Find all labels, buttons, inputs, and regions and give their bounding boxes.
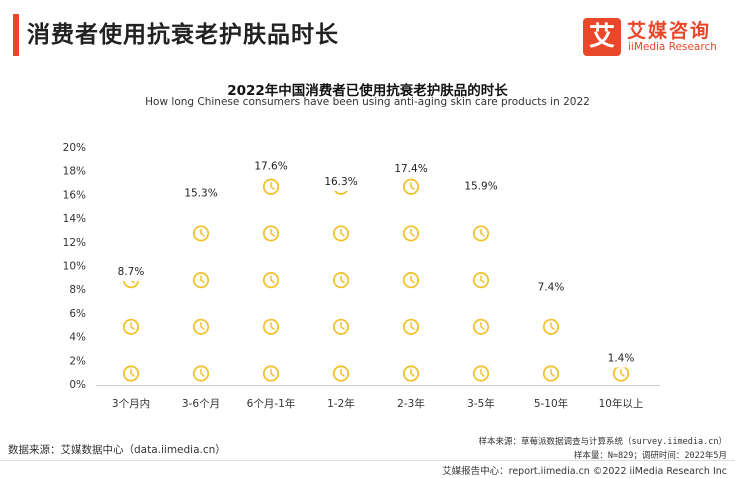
clock-icon (122, 365, 140, 382)
clock-icon (472, 365, 490, 382)
clock-icon (122, 280, 140, 289)
y-tick-label: 4% (69, 332, 86, 344)
sample-source: 样本来源：草莓派数据调查与计算系统（survey.iimedia.cn） (478, 437, 728, 447)
clock-icon (472, 272, 490, 289)
clock-icon (402, 225, 420, 242)
clock-icon (122, 318, 140, 335)
clock-icon (542, 318, 560, 335)
logo-name-cn: 艾媒咨询 (627, 20, 712, 42)
clock-icon (402, 318, 420, 335)
y-tick-label: 20% (63, 142, 86, 154)
clock-icon (192, 365, 210, 382)
footer-divider (0, 460, 735, 461)
data-label: 8.7% (118, 266, 145, 278)
clock-icon (262, 178, 280, 195)
clock-icon (262, 272, 280, 289)
data-label: 7.4% (538, 281, 565, 293)
y-tick-label: 2% (69, 355, 86, 367)
data-label: 15.9% (464, 181, 497, 193)
clock-icon (332, 318, 350, 335)
clock-icon (192, 318, 210, 335)
bar-4 (402, 178, 420, 382)
copyright: 艾媒报告中心：report.iimedia.cn ©2022 iiMedia R… (442, 466, 727, 477)
data-label: 15.3% (184, 188, 217, 200)
logo-name-en: iiMedia Research (628, 41, 717, 53)
clock-icon (402, 178, 420, 195)
clock-icon (332, 365, 350, 382)
y-tick-label: 12% (63, 237, 86, 249)
bar-0 (122, 280, 140, 382)
x-tick-label: 3-5年 (467, 397, 495, 410)
bar-1 (192, 225, 210, 382)
clock-icon (334, 190, 348, 195)
bar-6 (542, 318, 560, 382)
clock-icon (612, 367, 630, 382)
clock-icon (402, 272, 420, 289)
data-label: 17.4% (394, 163, 427, 175)
x-tick-label: 10年以上 (599, 397, 644, 410)
bar-2 (262, 178, 280, 382)
clock-icon (262, 225, 280, 242)
y-tick-label: 6% (69, 308, 86, 320)
y-tick-label: 14% (63, 213, 86, 225)
y-tick-label: 16% (63, 189, 86, 201)
page-title: 消费者使用抗衰老护肤品时长 (27, 22, 339, 48)
x-tick-label: 5-10年 (534, 397, 568, 410)
clock-icon (262, 318, 280, 335)
x-tick-label: 1-2年 (327, 397, 355, 410)
data-label: 1.4% (608, 352, 635, 364)
data-source: 数据来源：艾媒数据中心（data.iimedia.cn） (8, 444, 226, 456)
bar-5 (472, 225, 490, 382)
data-label: 17.6% (254, 160, 287, 172)
y-tick-label: 10% (63, 261, 86, 273)
x-tick-label: 3-6个月 (182, 398, 220, 410)
clock-icon (192, 272, 210, 289)
chart-subtitle: How long Chinese consumers have been usi… (145, 96, 590, 108)
chart-title: 2022年中国消费者已使用抗衰老护肤品的时长 (227, 83, 508, 99)
clock-icon (332, 225, 350, 242)
bar-3 (332, 190, 350, 382)
bar-7 (612, 367, 630, 382)
clock-icon (402, 365, 420, 382)
y-tick-label: 18% (63, 166, 86, 178)
sample-info: 样本量：N=829；调研时间：2022年5月 (573, 451, 727, 461)
clock-icon (472, 225, 490, 242)
logo-mark: 艾 (583, 18, 621, 56)
clock-icon (262, 365, 280, 382)
x-tick-label: 2-3年 (397, 397, 425, 410)
title-accent-bar (13, 14, 19, 56)
y-tick-label: 0% (69, 379, 86, 391)
clock-icon (192, 225, 210, 242)
data-label: 16.3% (324, 176, 357, 188)
clock-icon (542, 365, 560, 382)
clock-icon (472, 318, 490, 335)
clock-icon (332, 272, 350, 289)
x-tick-label: 6个月-1年 (247, 397, 296, 410)
brand-logo: 艾 艾媒咨询 iiMedia Research (583, 16, 733, 58)
y-tick-label: 8% (69, 284, 86, 296)
x-tick-label: 3个月内 (112, 397, 150, 410)
